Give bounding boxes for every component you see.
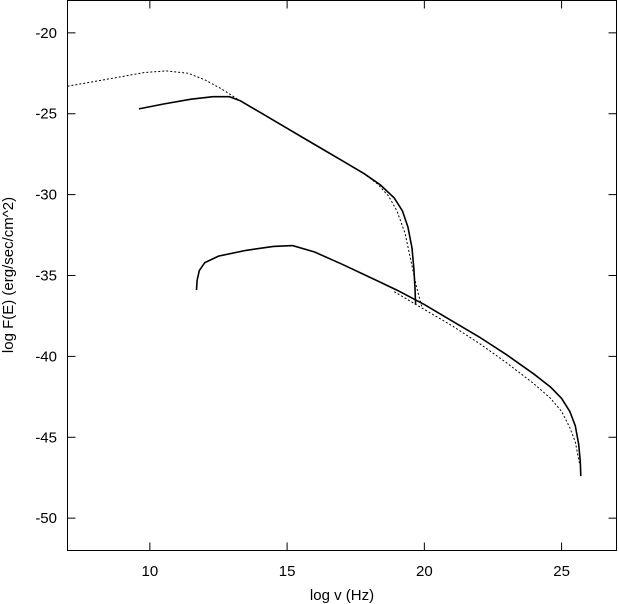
series-line-1 (67, 70, 423, 307)
axis-tick-labels: 10 15 20 25 -20 -25 -30 -35 -40 -45 -50 (35, 25, 570, 580)
x-tick-label: 25 (553, 563, 570, 580)
y-axis-label: log F(E) (erg/sec/cm^2) (0, 197, 17, 353)
y-tick-label: -35 (35, 268, 57, 285)
axis-ticks (67, 0, 617, 551)
series-group (67, 70, 582, 477)
x-axis-label: log v (Hz) (310, 587, 374, 604)
y-tick-label: -30 (35, 187, 57, 204)
y-tick-label: -50 (35, 510, 57, 527)
x-tick-label: 10 (142, 563, 159, 580)
y-tick-label: -40 (35, 348, 57, 365)
y-tick-label: -20 (35, 25, 57, 42)
series-line-4 (195, 244, 582, 477)
series-line-2 (138, 95, 417, 305)
y-tick-label: -25 (35, 106, 57, 123)
y-tick-label: -45 (35, 429, 57, 446)
plot-frame (67, 0, 617, 551)
x-tick-label: 20 (416, 563, 433, 580)
x-tick-label: 15 (279, 563, 296, 580)
series-line-3 (393, 291, 580, 464)
